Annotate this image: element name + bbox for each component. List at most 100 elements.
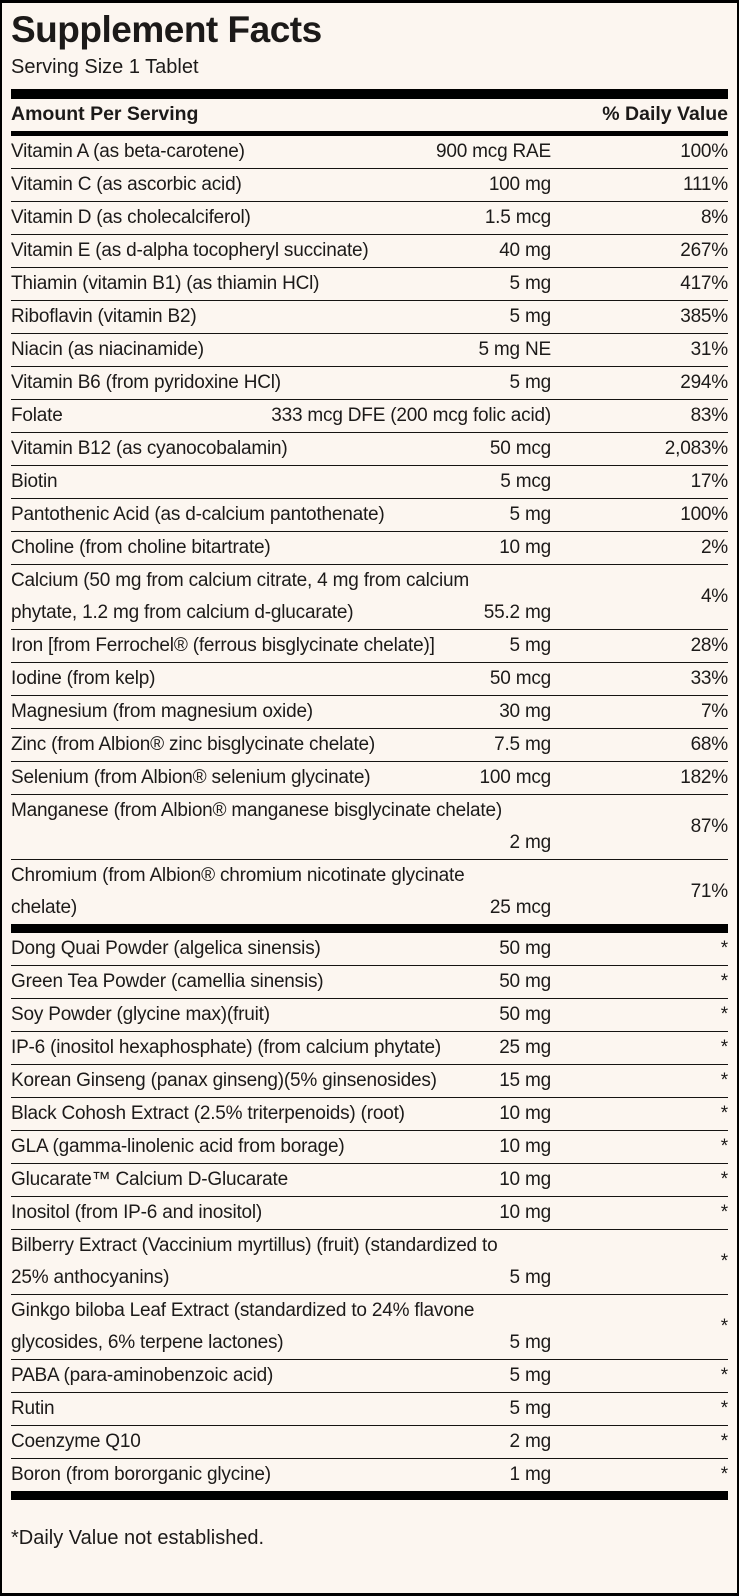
row-main: Iodine (from kelp) 50 mcg <box>11 663 551 695</box>
table-row: Riboflavin (vitamin B2) 5 mg 385% <box>11 301 728 334</box>
ingredient-name: Iron [from Ferrochel® (ferrous bisglycin… <box>11 634 435 656</box>
table-row: Ginkgo biloba Leaf Extract (standardized… <box>11 1295 728 1360</box>
ingredient-name: Thiamin (vitamin B1) (as thiamin HCl) <box>11 272 320 294</box>
row-main: Manganese (from Albion® manganese bisgly… <box>11 795 551 859</box>
table-row: GLA (gamma-linolenic acid from borage) 1… <box>11 1131 728 1164</box>
daily-value: 2% <box>700 536 728 558</box>
ingredient-name: Iodine (from kelp) <box>11 667 156 689</box>
ingredient-name-continued: chelate) <box>11 896 77 918</box>
table-row: Glucarate™ Calcium D-Glucarate 10 mg * <box>11 1164 728 1197</box>
ingredient-amount: 10 mg <box>499 1201 551 1223</box>
daily-value: * <box>720 1463 728 1485</box>
label-title: Supplement Facts <box>11 9 322 50</box>
ingredient-name: IP-6 (inositol hexaphosphate) (from calc… <box>11 1036 441 1058</box>
daily-value: 83% <box>690 404 729 426</box>
table-row: Vitamin B12 (as cyanocobalamin) 50 mcg 2… <box>11 433 728 466</box>
ingredient-name: Black Cohosh Extract (2.5% triterpenoids… <box>11 1102 405 1124</box>
ingredient-amount: 10 mg <box>499 536 551 558</box>
daily-value: 100% <box>680 140 728 162</box>
ingredient-name: GLA (gamma-linolenic acid from borage) <box>11 1135 345 1157</box>
ingredient-name: Manganese (from Albion® manganese bisgly… <box>11 799 502 821</box>
ingredient-name: Calcium (50 mg from calcium citrate, 4 m… <box>11 569 469 591</box>
daily-value: * <box>720 1003 728 1025</box>
daily-value: 28% <box>690 634 729 656</box>
ingredient-name: Bilberry Extract (Vaccinium myrtillus) (… <box>11 1234 498 1256</box>
row-main: Vitamin D (as cholecalciferol) 1.5 mcg <box>11 202 551 234</box>
table-row: Dong Quai Powder (algelica sinensis) 50 … <box>11 933 728 966</box>
ingredient-name: Zinc (from Albion® zinc bisglycinate che… <box>11 733 376 755</box>
daily-value: * <box>720 1201 728 1223</box>
daily-value: 87% <box>690 815 729 837</box>
ingredient-name: Boron (from bororganic glycine) <box>11 1463 271 1485</box>
row-main: Glucarate™ Calcium D-Glucarate 10 mg <box>11 1164 551 1196</box>
ingredient-amount: 50 mg <box>499 1003 551 1025</box>
table-row: Folate 333 mcg DFE (200 mcg folic acid) … <box>11 400 728 433</box>
daily-value: * <box>720 1397 728 1419</box>
daily-value: 385% <box>680 305 728 327</box>
ingredient-amount: 50 mg <box>499 970 551 992</box>
ingredient-name: Vitamin B12 (as cyanocobalamin) <box>11 437 288 459</box>
ingredient-amount: 5 mg <box>509 634 552 656</box>
header-percent-daily-value: % Daily Value <box>602 103 728 126</box>
ingredient-amount: 50 mcg <box>489 437 551 459</box>
table-row: Rutin 5 mg * <box>11 1393 728 1426</box>
table-row: IP-6 (inositol hexaphosphate) (from calc… <box>11 1032 728 1065</box>
ingredient-amount: 5 mg <box>509 1266 552 1288</box>
ingredient-name: Coenzyme Q10 <box>11 1430 141 1452</box>
header-amount-per-serving: Amount Per Serving <box>11 103 199 126</box>
ingredient-amount: 10 mg <box>499 1135 551 1157</box>
row-main: Riboflavin (vitamin B2) 5 mg <box>11 301 551 333</box>
ingredient-name: Ginkgo biloba Leaf Extract (standardized… <box>11 1299 475 1321</box>
ingredient-name: Inositol (from IP-6 and inositol) <box>11 1201 263 1223</box>
daily-value: * <box>720 1430 728 1452</box>
ingredient-name: Vitamin D (as cholecalciferol) <box>11 206 251 228</box>
row-main: Chromium (from Albion® chromium nicotina… <box>11 860 551 924</box>
daily-value: * <box>720 1315 728 1337</box>
row-main: Green Tea Powder (camellia sinensis) 50 … <box>11 966 551 998</box>
ingredient-name: Glucarate™ Calcium D-Glucarate <box>11 1168 288 1190</box>
table-row: Korean Ginseng (panax ginseng)(5% ginsen… <box>11 1065 728 1098</box>
table-row: Thiamin (vitamin B1) (as thiamin HCl) 5 … <box>11 268 728 301</box>
daily-value: * <box>720 970 728 992</box>
table-row: Coenzyme Q10 2 mg * <box>11 1426 728 1459</box>
table-row: Vitamin A (as beta-carotene) 900 mcg RAE… <box>11 136 728 169</box>
row-main: IP-6 (inositol hexaphosphate) (from calc… <box>11 1032 551 1064</box>
ingredient-name: Niacin (as niacinamide) <box>11 338 204 360</box>
ingredient-amount: 40 mg <box>499 239 551 261</box>
row-main: Inositol (from IP-6 and inositol) 10 mg <box>11 1197 551 1229</box>
table-row: Selenium (from Albion® selenium glycinat… <box>11 762 728 795</box>
vitamins-minerals-section: Vitamin A (as beta-carotene) 900 mcg RAE… <box>11 136 728 924</box>
table-row: Vitamin C (as ascorbic acid) 100 mg 111% <box>11 169 728 202</box>
daily-value: 31% <box>690 338 729 360</box>
ingredient-name: Soy Powder (glycine max)(fruit) <box>11 1003 270 1025</box>
ingredient-name: Folate <box>11 404 63 426</box>
ingredient-name: Chromium (from Albion® chromium nicotina… <box>11 864 465 886</box>
daily-value: * <box>720 1364 728 1386</box>
daily-value: 2,083% <box>664 437 728 459</box>
ingredient-name: Vitamin B6 (from pyridoxine HCl) <box>11 371 281 393</box>
row-main: Vitamin C (as ascorbic acid) 100 mg <box>11 169 551 201</box>
row-main: Ginkgo biloba Leaf Extract (standardized… <box>11 1295 551 1359</box>
ingredient-amount: 5 mg <box>509 503 552 525</box>
row-main: Vitamin B12 (as cyanocobalamin) 50 mcg <box>11 433 551 465</box>
ingredient-amount: 5 mg <box>509 371 552 393</box>
row-main: Black Cohosh Extract (2.5% triterpenoids… <box>11 1098 551 1130</box>
botanicals-section: Dong Quai Powder (algelica sinensis) 50 … <box>11 933 728 1491</box>
ingredient-name: Vitamin E (as d-alpha tocopheryl succina… <box>11 239 369 261</box>
daily-value: 294% <box>680 371 728 393</box>
row-main: Coenzyme Q10 2 mg <box>11 1426 551 1458</box>
table-row: Vitamin B6 (from pyridoxine HCl) 5 mg 29… <box>11 367 728 400</box>
table-row: Vitamin E (as d-alpha tocopheryl succina… <box>11 235 728 268</box>
ingredient-name: Rutin <box>11 1397 55 1419</box>
ingredient-amount: 1 mg <box>509 1463 552 1485</box>
table-row: Niacin (as niacinamide) 5 mg NE 31% <box>11 334 728 367</box>
ingredient-amount: 2 mg <box>509 1430 552 1452</box>
ingredient-amount: 100 mg <box>488 173 551 195</box>
daily-value: * <box>720 1102 728 1124</box>
table-row: Calcium (50 mg from calcium citrate, 4 m… <box>11 565 728 630</box>
serving-size: Serving Size 1 Tablet <box>11 55 199 78</box>
ingredient-name: Vitamin A (as beta-carotene) <box>11 140 245 162</box>
footnote: *Daily Value not established. <box>11 1526 265 1549</box>
medium-divider-bar <box>11 130 728 136</box>
